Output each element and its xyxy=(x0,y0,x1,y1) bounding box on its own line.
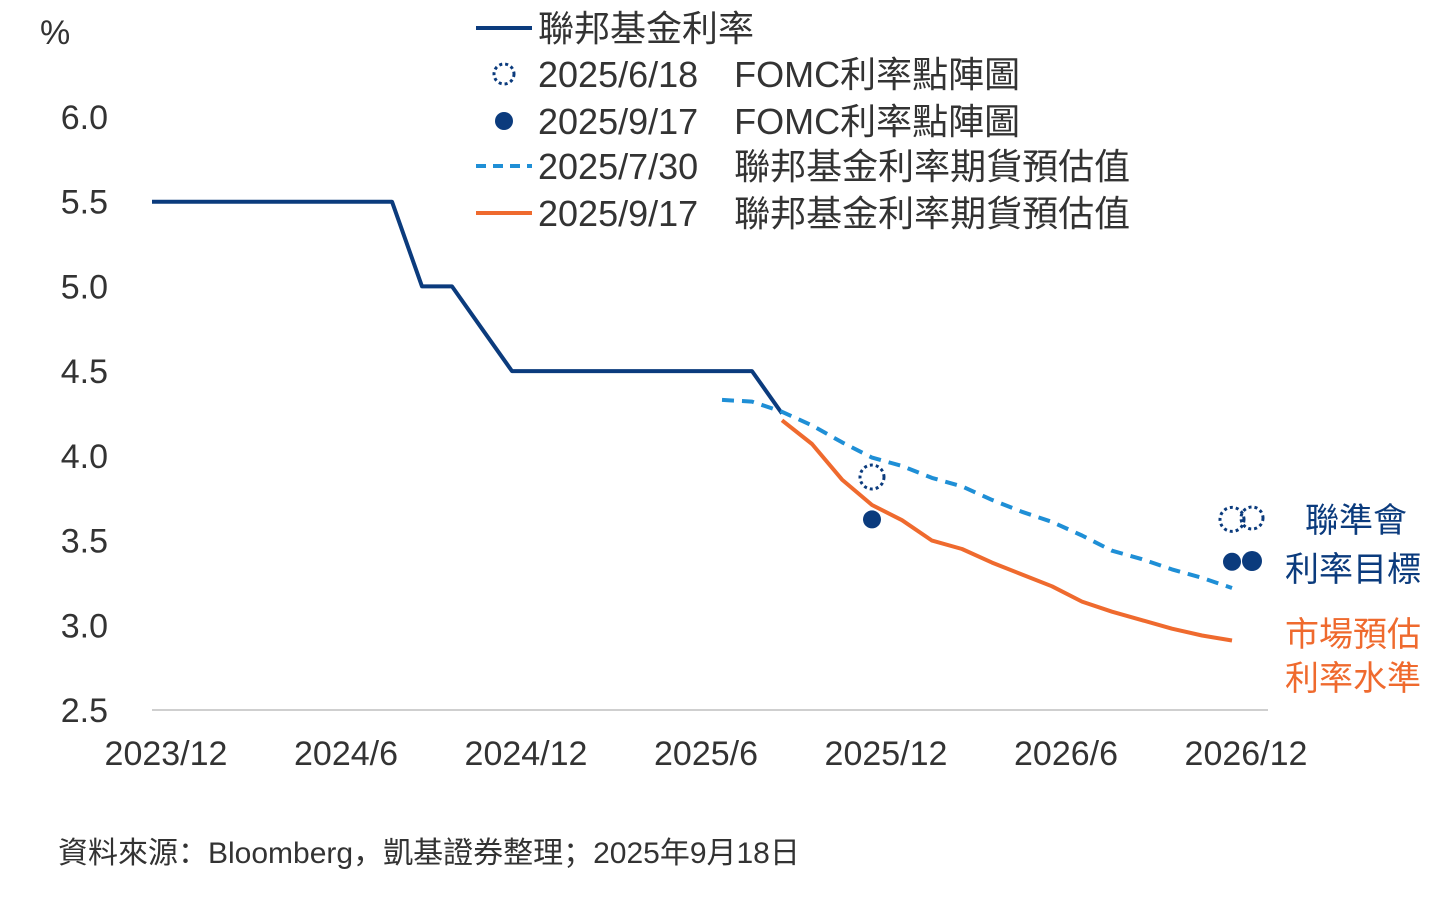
fed-target-label-line1: 聯準會 xyxy=(1305,502,1407,540)
legend-swatch-hollow-dot xyxy=(492,62,516,86)
dot-plot-hollow-marker xyxy=(1218,505,1246,533)
x-tick-label: 2026/12 xyxy=(1185,735,1308,773)
y-unit-label: % xyxy=(40,14,70,52)
market-estimate-label-line1: 市場預估 xyxy=(1285,616,1421,654)
y-tick-label: 5.5 xyxy=(61,184,108,222)
x-tick-label: 2026/6 xyxy=(1014,735,1118,773)
legend-label: 2025/6/18 FOMC利率點陣圖 xyxy=(538,54,1020,95)
dot-plot-solid-marker xyxy=(1223,552,1241,571)
fed-target-hollow-icon xyxy=(1239,505,1265,531)
dot-plot-hollow-marker xyxy=(858,463,886,491)
series-layer xyxy=(152,199,1233,643)
y-tick-label: 3.5 xyxy=(61,523,108,561)
x-tick-label: 2024/6 xyxy=(294,735,398,773)
y-axis-ticks: 6.0 5.5 5.0 4.5 4.0 3.5 3.0 2.5 xyxy=(61,99,108,730)
source-note: 資料來源：Bloomberg，凱基證券整理；2025年9月18日 xyxy=(58,837,800,870)
x-tick-label: 2024/12 xyxy=(465,735,588,773)
legend-label: 2025/9/17 FOMC利率點陣圖 xyxy=(538,101,1020,142)
x-axis-ticks: 2023/12 2024/6 2024/12 2025/6 2025/12 2026/6 2… xyxy=(105,735,1308,773)
y-tick-label: 5.0 xyxy=(61,268,108,306)
fed-target-solid-icon xyxy=(1242,551,1262,571)
legend-label: 聯邦基金利率 xyxy=(538,8,754,49)
x-tick-label: 2023/12 xyxy=(105,735,228,773)
y-tick-label: 4.5 xyxy=(61,353,108,391)
legend-label: 2025/9/17 聯邦基金利率期貨預估值 xyxy=(538,193,1130,234)
dot-plot-solid-marker xyxy=(863,510,881,529)
series-line-2 xyxy=(721,397,1233,590)
y-tick-label: 3.0 xyxy=(61,607,108,645)
y-tick-label: 4.0 xyxy=(61,438,108,476)
market-estimate-label-line2: 利率水準 xyxy=(1285,660,1421,698)
y-tick-label: 6.0 xyxy=(61,99,108,137)
legend-swatch-solid-dot xyxy=(495,112,513,130)
legend-label: 2025/7/30 聯邦基金利率期貨預估值 xyxy=(538,146,1130,187)
annotations: 聯準會 利率目標 市場預估 利率水準 xyxy=(1239,502,1421,698)
series-line-3 xyxy=(780,418,1233,643)
legend: 聯邦基金利率 2025/6/18 FOMC利率點陣圖 2025/9/17 FOMC利… xyxy=(476,8,1130,234)
fed-target-label-line2: 利率目標 xyxy=(1285,551,1421,589)
x-tick-label: 2025/6 xyxy=(654,735,758,773)
dot-plot-layer xyxy=(858,463,1246,571)
series-line-1 xyxy=(152,199,784,415)
y-tick-label: 2.5 xyxy=(61,692,108,730)
x-tick-label: 2025/12 xyxy=(825,735,948,773)
